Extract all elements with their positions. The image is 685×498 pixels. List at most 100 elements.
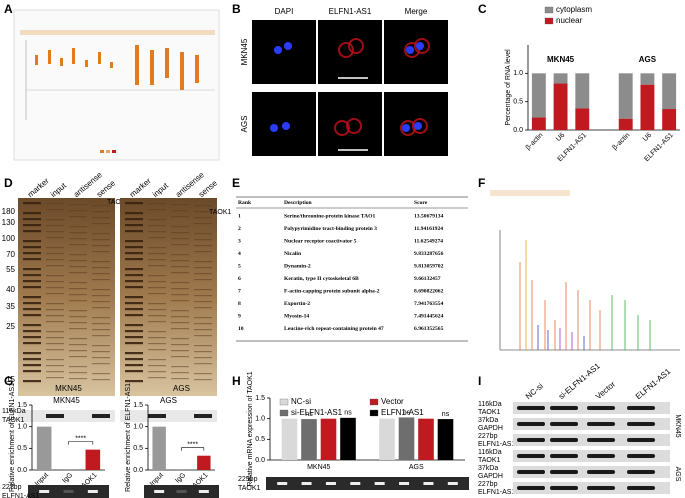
gel-band (46, 275, 64, 277)
gel-band (194, 273, 212, 275)
gel-band (92, 267, 110, 269)
bar-segment (640, 84, 655, 130)
gel-band (23, 212, 41, 215)
gel-band (46, 303, 64, 305)
y-tick-label: 1.0 (513, 70, 523, 77)
gel-band (23, 370, 41, 373)
y-tick-label: 0.5 (17, 445, 27, 452)
blot-band (550, 470, 578, 474)
blot-band (587, 406, 615, 410)
gel-band (171, 272, 189, 274)
gel-band (92, 261, 110, 263)
gel-band (171, 350, 189, 352)
gel-band (125, 330, 143, 333)
panel-a-plot (13, 9, 220, 161)
gel-band (46, 365, 64, 367)
gel-band (176, 490, 187, 493)
gel-band (171, 300, 189, 302)
gel-band (46, 359, 64, 361)
gel-band (92, 279, 110, 281)
marker-label: 55 (6, 265, 15, 274)
gel-band (92, 223, 110, 225)
gel-band (125, 230, 143, 233)
column-label: ELFN1-AS1 (634, 366, 673, 401)
gel-band (69, 328, 87, 330)
gel-band (171, 260, 189, 262)
table-cell: 1 (238, 213, 241, 219)
gel-band (447, 482, 458, 485)
bar-segment (662, 73, 677, 110)
gel-band (194, 261, 212, 263)
gel-band (69, 372, 87, 374)
gel-band (69, 238, 87, 240)
gel-band (46, 219, 64, 221)
lane-label: marker (26, 176, 51, 199)
gel-band (194, 205, 212, 207)
panel-label: D (4, 176, 13, 190)
bar (85, 449, 101, 470)
gel-band (125, 274, 143, 277)
lane-label: marker (128, 176, 153, 199)
gel-band (148, 331, 166, 333)
x-tick-label: β-actin (612, 132, 632, 152)
bar-segment (531, 117, 546, 130)
legend-label: ELFN1-AS1 (381, 408, 424, 417)
gel-band (46, 281, 64, 283)
rna-signal (348, 38, 364, 54)
gel-band (325, 482, 336, 485)
chart-title: MKN45 (55, 384, 82, 393)
gel-band (46, 337, 64, 339)
gel-band (23, 336, 41, 339)
bar-segment (531, 73, 546, 118)
rna-signal (404, 42, 420, 58)
gel-band (46, 293, 64, 295)
panel-f-spectrum (490, 190, 680, 351)
gel-band (92, 307, 110, 309)
y-tick-label: 1.0 (17, 424, 27, 431)
gel-band (92, 323, 110, 325)
lane-label: input (49, 181, 69, 200)
gel-band (69, 310, 87, 312)
gel-band (148, 219, 166, 221)
gel-band (194, 307, 212, 309)
gel-band (23, 218, 41, 221)
gel-band (23, 302, 41, 305)
gel-band (92, 217, 110, 219)
gel-band (148, 275, 166, 277)
legend-label: si-ELFN1-AS1 (291, 408, 343, 417)
table-cell: Myosin-14 (284, 313, 309, 319)
rna-signal (346, 118, 362, 134)
y-axis-label: Percentage of RNA level (505, 49, 512, 126)
y-tick-label: 1.5 (255, 395, 265, 402)
gel-band (92, 273, 110, 275)
table-cell: Nuclear receptor coactivator 5 (284, 238, 357, 244)
gel-band (92, 379, 110, 381)
table-cell: 8.690822062 (414, 288, 444, 294)
y-tick-label: 1.5 (133, 402, 143, 409)
gel-band (23, 286, 41, 289)
blot-band (587, 470, 615, 474)
gel-band (171, 338, 189, 340)
gel-band (194, 279, 212, 281)
table-cell: F-actin-capping protein subunit alpha-2 (284, 288, 380, 294)
rna-signal (414, 38, 430, 54)
x-tick-label: U6 (555, 132, 566, 143)
panel-label: G (4, 374, 13, 388)
gel-size: 229bp (238, 476, 258, 483)
gel-band (171, 372, 189, 374)
nucleus (406, 46, 414, 54)
blot-size: 37kDa (478, 465, 498, 472)
table-cell: 9.813059702 (414, 263, 444, 269)
y-axis-label: Relative mRNA expression of TAOK1 (247, 371, 254, 486)
blot-band (148, 414, 166, 418)
gel-band (423, 482, 434, 485)
blot-label: GAPDH (478, 425, 503, 432)
gel-band (46, 259, 64, 261)
blot-band (627, 470, 655, 474)
gel-band (125, 268, 143, 271)
micrograph (384, 20, 448, 84)
gel-band (171, 216, 189, 218)
blot-band (550, 486, 578, 490)
significance-label: **** (75, 435, 86, 442)
